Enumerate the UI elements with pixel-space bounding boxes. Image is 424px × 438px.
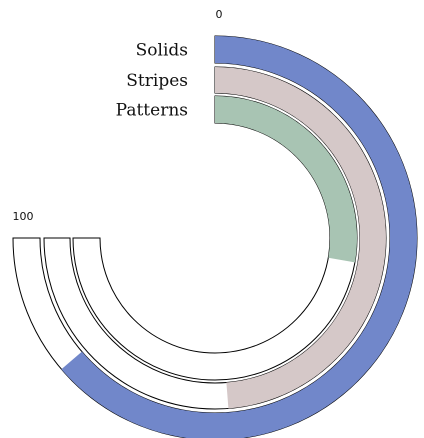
category-label-patterns: Patterns [116, 101, 188, 121]
label-layer: Solids Stripes Patterns 0 100 [13, 8, 223, 223]
bar-layer [61, 36, 417, 438]
bar-patterns [215, 96, 358, 263]
bar-stripes [215, 67, 386, 409]
category-label-stripes: Stripes [126, 71, 188, 91]
tick-label-max: 100 [13, 210, 34, 223]
bar-solids [61, 36, 417, 438]
category-label-solids: Solids [136, 41, 188, 61]
tick-label-min: 0 [216, 8, 223, 21]
